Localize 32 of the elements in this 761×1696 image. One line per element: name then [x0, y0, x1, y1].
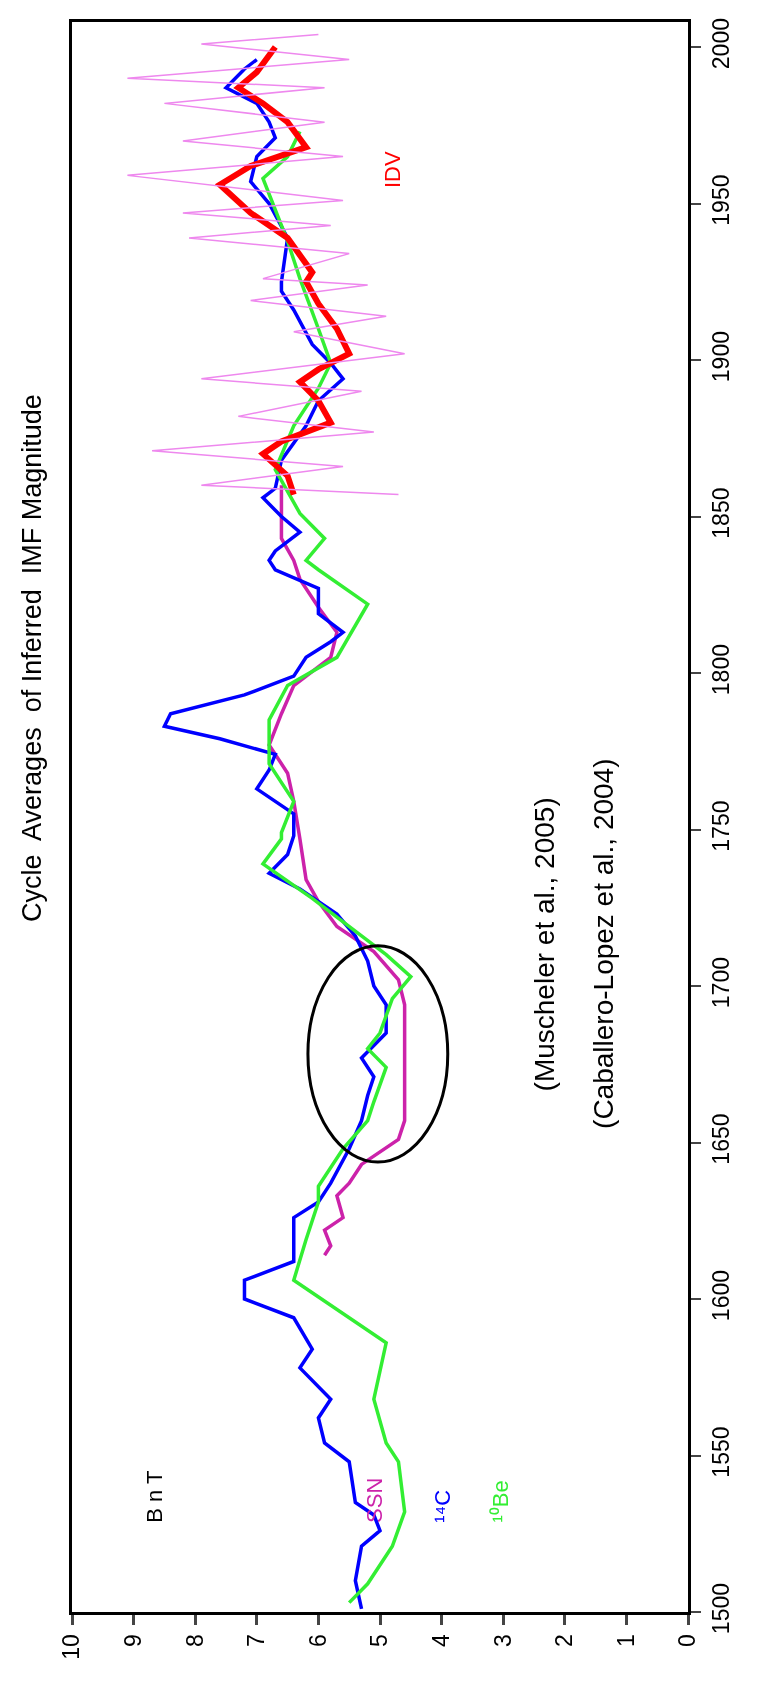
line-series — [126, 33, 406, 496]
text: ¹⁴C — [429, 1489, 455, 1523]
text: IDV — [379, 151, 405, 189]
y-tick-label: 1950 — [707, 174, 734, 226]
x-tick-label: 7 — [243, 1634, 270, 1647]
y-tick-label: 1500 — [707, 1582, 734, 1635]
y-tick-label: 1900 — [707, 330, 734, 383]
y-tick-label: 2000 — [707, 18, 734, 70]
y-tick-label: 1550 — [707, 1426, 734, 1478]
x-tick-label: 4 — [428, 1634, 455, 1647]
y-tick-label: 1600 — [707, 1269, 734, 1322]
x-tick-label: 10 — [58, 1634, 85, 1660]
line-series — [261, 129, 413, 1605]
x-tick-label: 0 — [674, 1634, 701, 1647]
y-tick-label: 1800 — [707, 643, 734, 696]
annotation: (Caballero-Lopez et al., 2004) — [587, 758, 619, 1129]
y-tick-label: 1850 — [707, 487, 734, 539]
x-tick-label: 2 — [551, 1634, 578, 1647]
annotation: (Muscheler et al., 2005) — [529, 797, 561, 1092]
y-tick-label: 1750 — [707, 800, 734, 852]
x-tick-label: 3 — [489, 1634, 516, 1647]
x-tick-label: 9 — [120, 1634, 147, 1647]
x-tick-label: 5 — [366, 1634, 393, 1647]
text: SSN — [361, 1477, 387, 1523]
x-tick-label: 6 — [304, 1634, 331, 1647]
annotation: B n T — [141, 1470, 167, 1523]
text: Cycle Averages of Inferred IMF Magnitude — [16, 394, 47, 922]
text: ¹⁰Be — [488, 1480, 514, 1523]
y-tick-label: 1650 — [707, 1113, 734, 1165]
y-tick-label: 1700 — [707, 956, 734, 1009]
x-tick-label: 1 — [612, 1634, 639, 1647]
x-tick-label: 8 — [181, 1634, 208, 1647]
